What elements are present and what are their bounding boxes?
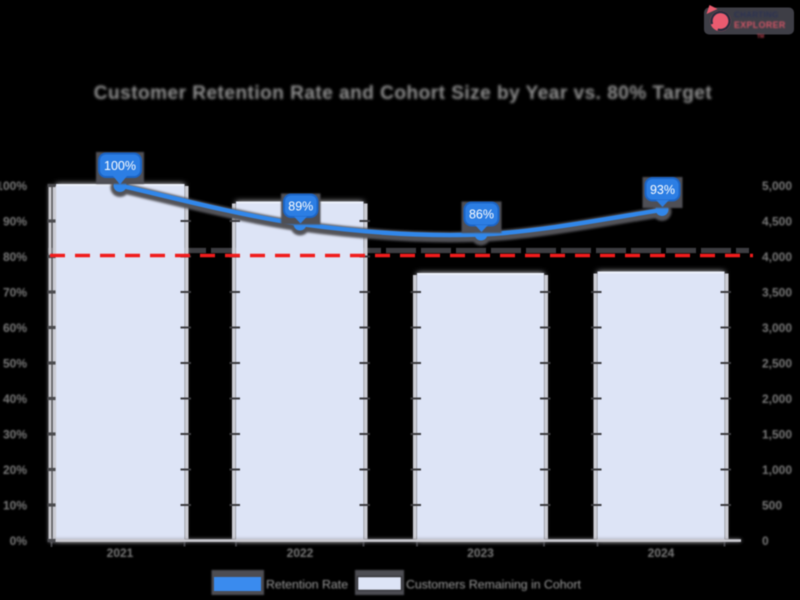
svg-text:3,000: 3,000 bbox=[762, 321, 792, 335]
svg-text:500: 500 bbox=[762, 499, 782, 513]
svg-text:2024: 2024 bbox=[648, 546, 675, 560]
svg-text:Customers Remaining in Cohort: Customers Remaining in Cohort bbox=[406, 578, 582, 592]
svg-text:3,500: 3,500 bbox=[762, 286, 792, 300]
svg-text:1,000: 1,000 bbox=[762, 463, 792, 477]
svg-text:0%: 0% bbox=[10, 534, 28, 548]
svg-text:30%: 30% bbox=[3, 428, 27, 442]
svg-text:90%: 90% bbox=[3, 215, 27, 229]
svg-text:5,000: 5,000 bbox=[762, 179, 792, 193]
svg-text:1,500: 1,500 bbox=[762, 428, 792, 442]
svg-text:CHARTING: CHARTING bbox=[734, 11, 779, 20]
svg-text:TM: TM bbox=[757, 34, 764, 40]
svg-text:2023: 2023 bbox=[467, 546, 494, 560]
svg-text:100%: 100% bbox=[104, 159, 136, 173]
svg-text:50%: 50% bbox=[3, 357, 27, 371]
svg-text:80%: 80% bbox=[3, 250, 27, 264]
svg-text:Customer Retention Rate and Co: Customer Retention Rate and Cohort Size … bbox=[94, 83, 713, 104]
svg-text:89%: 89% bbox=[288, 200, 313, 214]
svg-text:4,500: 4,500 bbox=[762, 215, 792, 229]
svg-text:2,000: 2,000 bbox=[762, 392, 792, 406]
svg-text:86%: 86% bbox=[469, 208, 494, 222]
svg-text:2021: 2021 bbox=[107, 546, 134, 560]
svg-text:93%: 93% bbox=[650, 183, 675, 197]
svg-text:0: 0 bbox=[762, 534, 769, 548]
svg-text:Retention Rate: Retention Rate bbox=[266, 578, 348, 592]
svg-text:40%: 40% bbox=[3, 392, 27, 406]
svg-text:20%: 20% bbox=[3, 463, 27, 477]
svg-text:60%: 60% bbox=[3, 321, 27, 335]
svg-text:100%: 100% bbox=[0, 179, 27, 193]
svg-text:EXPLORER: EXPLORER bbox=[734, 20, 786, 30]
svg-text:10%: 10% bbox=[3, 499, 27, 513]
svg-text:70%: 70% bbox=[3, 286, 27, 300]
svg-text:2,500: 2,500 bbox=[762, 357, 792, 371]
svg-text:4,000: 4,000 bbox=[762, 250, 792, 264]
svg-text:2022: 2022 bbox=[287, 546, 314, 560]
